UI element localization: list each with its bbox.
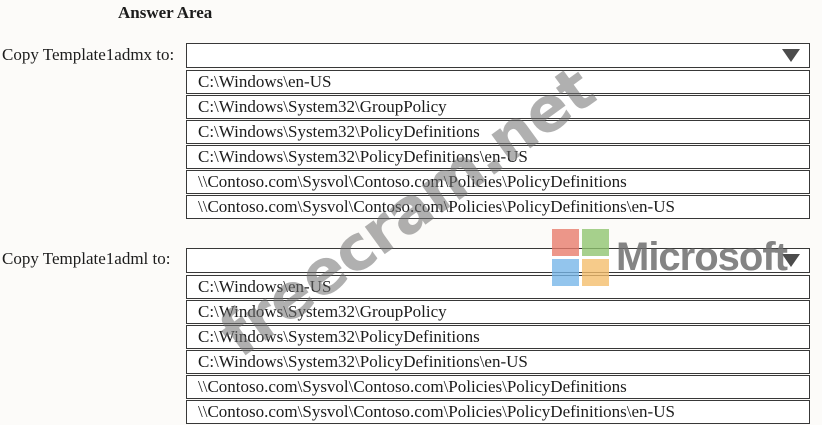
question-2-option-5[interactable]: \\Contoso.com\Sysvol\Contoso.com\Policie… — [186, 375, 810, 399]
question-2-combobox[interactable] — [186, 248, 810, 273]
question-1-dropdown-group: C:\Windows\en-US C:\Windows\System32\Gro… — [186, 43, 810, 220]
question-2-option-6[interactable]: \\Contoso.com\Sysvol\Contoso.com\Policie… — [186, 400, 810, 424]
question-2-option-2[interactable]: C:\Windows\System32\GroupPolicy — [186, 300, 810, 324]
question-2-option-4[interactable]: C:\Windows\System32\PolicyDefinitions\en… — [186, 350, 810, 374]
chevron-down-icon[interactable] — [782, 254, 800, 267]
question-1-option-4[interactable]: C:\Windows\System32\PolicyDefinitions\en… — [186, 145, 810, 169]
question-1-options-list: C:\Windows\en-US C:\Windows\System32\Gro… — [186, 70, 810, 219]
question-2-label: Copy Template1adml to: — [2, 249, 171, 268]
answer-area-title: Answer Area — [118, 3, 213, 22]
question-1-option-2[interactable]: C:\Windows\System32\GroupPolicy — [186, 95, 810, 119]
question-2-option-3[interactable]: C:\Windows\System32\PolicyDefinitions — [186, 325, 810, 349]
question-2-options-list: C:\Windows\en-US C:\Windows\System32\Gro… — [186, 275, 810, 424]
question-1-option-3[interactable]: C:\Windows\System32\PolicyDefinitions — [186, 120, 810, 144]
question-2-dropdown-group: C:\Windows\en-US C:\Windows\System32\Gro… — [186, 248, 810, 425]
question-1-option-1[interactable]: C:\Windows\en-US — [186, 70, 810, 94]
question-1-option-5[interactable]: \\Contoso.com\Sysvol\Contoso.com\Policie… — [186, 170, 810, 194]
question-1-combobox[interactable] — [186, 43, 810, 68]
question-1-label: Copy Template1admx to: — [2, 45, 175, 64]
chevron-down-icon[interactable] — [782, 49, 800, 62]
question-1-option-6[interactable]: \\Contoso.com\Sysvol\Contoso.com\Policie… — [186, 195, 810, 219]
question-2-option-1[interactable]: C:\Windows\en-US — [186, 275, 810, 299]
